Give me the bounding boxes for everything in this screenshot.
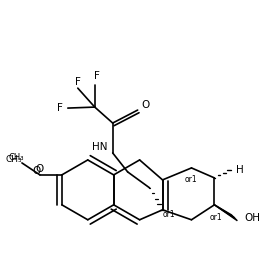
Text: or1: or1: [185, 175, 197, 184]
Text: or1: or1: [209, 213, 222, 222]
Text: O: O: [142, 100, 150, 110]
Text: HN: HN: [92, 142, 108, 152]
Text: F: F: [75, 77, 81, 87]
Text: O: O: [36, 164, 44, 174]
Text: H: H: [236, 165, 244, 175]
Text: CH₃: CH₃: [6, 155, 22, 165]
Text: OH: OH: [244, 213, 260, 223]
Text: F: F: [94, 71, 100, 81]
Text: CH₃: CH₃: [8, 153, 24, 162]
Text: O: O: [33, 166, 41, 176]
Polygon shape: [214, 205, 237, 221]
Text: F: F: [57, 103, 63, 113]
Text: or1: or1: [163, 210, 175, 219]
